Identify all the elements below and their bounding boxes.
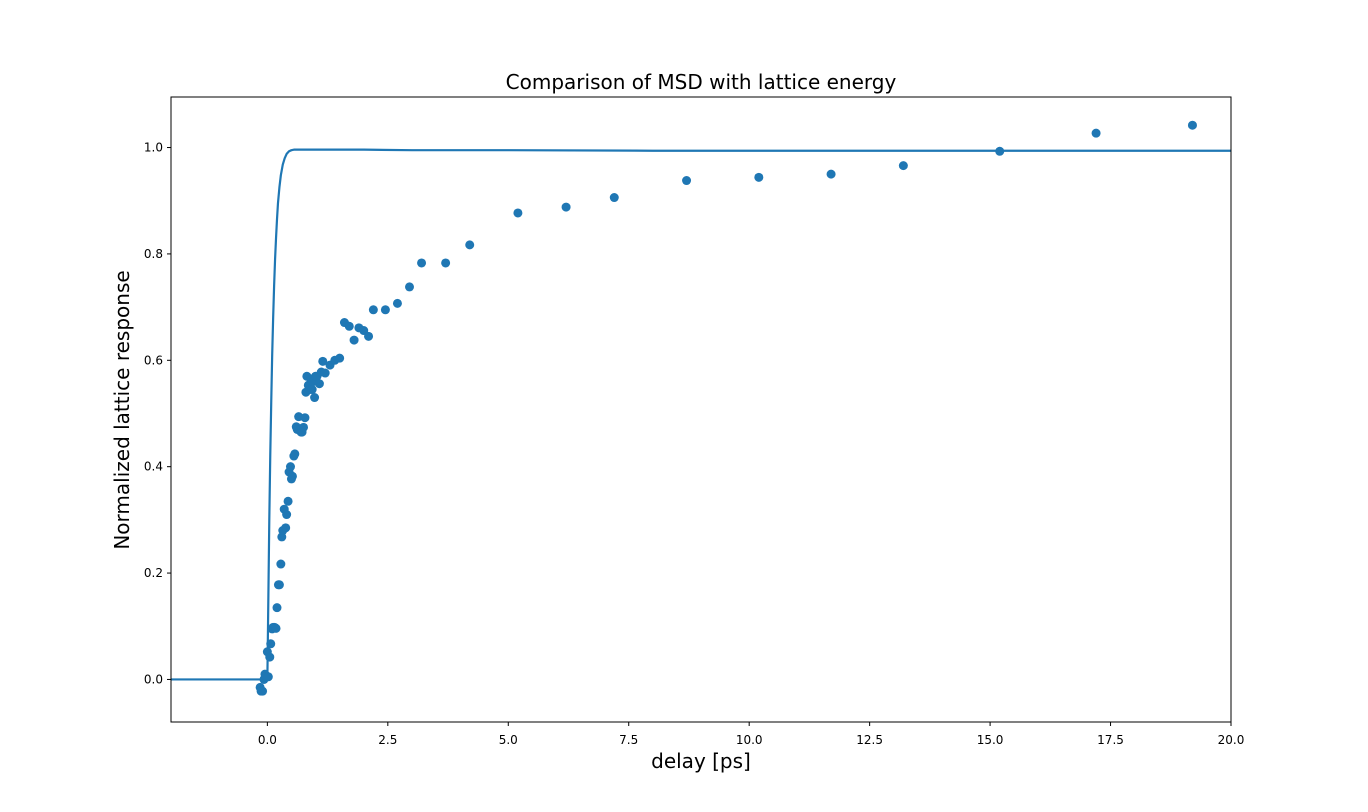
fit-curve-line — [171, 148, 1231, 681]
x-tick-label: 20.0 — [1218, 733, 1245, 747]
y-tick-label: 0.6 — [144, 353, 163, 367]
x-tick-label: 5.0 — [499, 733, 518, 747]
scatter-point — [417, 258, 427, 268]
scatter-point — [754, 172, 764, 182]
scatter-point — [995, 146, 1005, 156]
x-tick-label: 0.0 — [258, 733, 277, 747]
scatter-point — [380, 305, 390, 315]
scatter-point — [682, 176, 692, 186]
scatter-point — [307, 385, 317, 395]
scatter-point — [271, 623, 281, 633]
scatter-point — [258, 686, 268, 696]
scatter-point — [314, 379, 324, 389]
scatter-point — [285, 462, 295, 472]
x-tick-label: 2.5 — [378, 733, 397, 747]
x-tick-label: 12.5 — [856, 733, 883, 747]
x-tick-label: 10.0 — [736, 733, 763, 747]
scatter-point — [344, 321, 354, 331]
y-tick-label: 0.8 — [144, 247, 163, 261]
scatter-point — [405, 282, 414, 292]
y-tick-label: 0.0 — [144, 672, 163, 686]
chart-title: Comparison of MSD with lattice energy — [506, 70, 897, 94]
scatter-point — [1091, 128, 1101, 138]
y-tick-label: 0.2 — [144, 566, 163, 580]
scatter-point — [282, 510, 292, 520]
scatter-point — [392, 298, 402, 308]
y-tick-label: 0.4 — [144, 460, 163, 474]
scatter-point — [368, 305, 378, 315]
scatter-point — [300, 413, 310, 423]
scatter-point — [281, 523, 291, 533]
x-axis-ticks: 0.0 2.5 5.0 7.5 10.0 12.5 15.0 17.5 20.0 — [258, 722, 1245, 747]
y-axis-ticks: 0.0 0.2 0.4 0.6 0.8 1.0 — [144, 141, 171, 686]
scatter-point — [318, 356, 328, 366]
scatter-point — [283, 496, 293, 506]
scatter-points-layer — [255, 120, 1197, 696]
scatter-point — [310, 393, 320, 403]
scatter-point — [609, 193, 619, 203]
scatter-point — [274, 580, 284, 590]
x-tick-label: 7.5 — [619, 733, 638, 747]
scatter-point — [290, 449, 300, 459]
scatter-point — [441, 258, 451, 268]
scatter-point — [263, 672, 273, 682]
y-tick-label: 1.0 — [144, 141, 163, 155]
x-tick-label: 15.0 — [977, 733, 1004, 747]
scatter-point — [265, 652, 275, 662]
x-tick-label: 17.5 — [1097, 733, 1124, 747]
scatter-point — [898, 161, 908, 171]
scatter-point — [320, 368, 330, 378]
fit-curve-layer — [171, 148, 1231, 681]
x-axis-label: delay [ps] — [651, 749, 751, 773]
scatter-point — [335, 353, 345, 363]
scatter-point — [826, 169, 836, 179]
scatter-point — [276, 559, 286, 569]
scatter-point — [266, 639, 276, 649]
y-axis-label: Normalized lattice response — [110, 270, 134, 549]
scatter-point — [1187, 120, 1197, 130]
scatter-point — [513, 208, 523, 218]
plot-frame — [170, 96, 1232, 723]
scatter-point — [561, 202, 571, 212]
scatter-point — [272, 603, 282, 613]
scatter-point — [349, 335, 359, 345]
scatter-point — [299, 422, 308, 432]
scatter-point — [364, 331, 374, 341]
scatter-point — [287, 471, 297, 481]
scatter-point — [465, 240, 475, 250]
